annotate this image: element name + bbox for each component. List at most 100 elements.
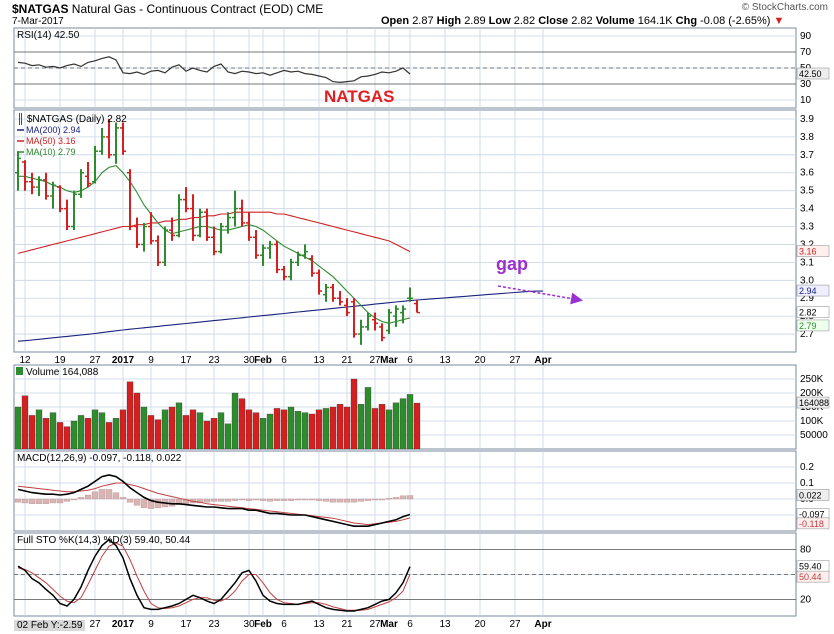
rsi-tick-label: 70 <box>800 47 812 58</box>
macd-hist-bar <box>217 498 225 502</box>
open-value: 2.87 <box>412 15 434 27</box>
x-axis-label: 17 <box>180 355 192 366</box>
rsi-legend: RSI(14) 42.50 <box>17 30 80 41</box>
ohlc-bar <box>288 258 294 281</box>
volume-tick-label: 200K <box>800 388 824 399</box>
ohlc-bar <box>85 161 91 188</box>
x-axis-label: 13 <box>313 355 325 366</box>
ohlc-bar <box>281 265 287 281</box>
ohlc-bar <box>120 122 126 155</box>
macd-value: -0.097 <box>799 510 825 520</box>
ohlc-bar <box>295 251 301 266</box>
sto-x-axis-label: 2017 <box>112 619 135 630</box>
x-axis-label: 2017 <box>112 355 135 366</box>
volume-legend: Volume 164,088 <box>26 367 99 378</box>
volume-bar <box>343 406 351 450</box>
macd-signal-line <box>17 482 411 526</box>
volume-bar <box>105 422 113 450</box>
volume-bar <box>294 411 302 450</box>
low-label: Low <box>488 15 511 27</box>
ohlc-bar <box>232 190 238 227</box>
macd-hist-bar <box>357 498 365 502</box>
ma200-last-value: 2.94 <box>799 286 817 296</box>
ma50-last-value: 3.16 <box>799 247 817 257</box>
macd-hist-bar <box>119 497 127 500</box>
macd-hist-bar <box>385 498 393 500</box>
macd-hist-bar <box>294 498 302 501</box>
natgas-annotation: NATGAS <box>324 87 395 106</box>
sto-tick-label: 20 <box>800 594 812 605</box>
x-axis-label: 6 <box>281 355 287 366</box>
macd-hist-bar <box>154 498 162 508</box>
macd-hist-bar <box>56 498 64 504</box>
ohlc-bar <box>141 222 147 252</box>
macd-hist-bar <box>308 498 316 501</box>
volume-bar <box>63 426 71 450</box>
macd-hist-bar <box>168 498 176 507</box>
ohlc-bar <box>204 208 210 241</box>
volume-bar <box>140 406 148 450</box>
sto-x-axis-label: 20 <box>474 619 486 630</box>
macd-signal-value-box <box>796 517 830 530</box>
macd-hist-bar <box>392 497 400 500</box>
volume-bar <box>98 412 106 450</box>
macd-hist-bar <box>203 498 211 503</box>
macd-hist-bar <box>14 498 22 503</box>
rsi-line <box>17 56 411 84</box>
price-tick-label: 3.6 <box>800 168 814 179</box>
ohlc-bar <box>218 222 224 254</box>
ohlc-bar <box>414 300 420 314</box>
sto-x-axis-label: Mar <box>380 619 398 630</box>
volume-bar <box>329 406 337 450</box>
volume-bar <box>35 409 43 450</box>
copyright: © StockCharts.com <box>741 2 828 13</box>
volume-bar <box>196 412 204 450</box>
chart-date: 7-Mar-2017 <box>12 16 64 27</box>
macd-hist-bar <box>343 498 351 503</box>
ohlc-bar <box>379 323 385 342</box>
ohlc-bar <box>71 190 77 231</box>
x-axis-label: 13 <box>439 355 451 366</box>
ma50-last-value-box <box>796 245 830 257</box>
ohlc-bar <box>386 308 392 335</box>
volume-bar <box>364 387 372 450</box>
sto-tick-label: 80 <box>800 545 812 556</box>
macd-hist-bar <box>259 498 267 501</box>
ohlc-bar <box>169 217 175 241</box>
ohlc-bar <box>113 122 119 164</box>
ohlc-bar <box>155 235 161 266</box>
macd-hist-bar <box>133 498 141 506</box>
ma200-last-value-box <box>796 284 830 297</box>
macd-hist-value-box <box>796 489 830 501</box>
ohlc-bar <box>183 187 189 213</box>
price-tick-label: 3.9 <box>800 114 814 125</box>
volume-bar <box>245 409 253 450</box>
volume-bar <box>77 415 85 450</box>
x-axis-label: Mar <box>380 355 398 366</box>
volume-bar <box>168 406 176 450</box>
rsi-current-value: 42.50 <box>799 69 822 79</box>
close-label: Close <box>538 15 569 27</box>
gap-arrow <box>497 285 583 305</box>
close-value: 2.82 <box>571 15 593 27</box>
ohlc-bar <box>407 287 413 302</box>
volume-bar <box>273 408 281 450</box>
volume-bar <box>392 402 400 450</box>
rsi-tick-label: 10 <box>800 95 812 106</box>
symbol: $NATGAS <box>12 2 69 16</box>
volume-bar <box>126 381 134 450</box>
volume-bar <box>259 418 267 450</box>
volume-current-value: 164088 <box>799 398 829 408</box>
ohlc-bar <box>351 298 357 338</box>
ohlc-bar <box>337 291 343 306</box>
macd-hist-bar <box>371 498 379 501</box>
volume-bar <box>350 378 358 450</box>
volume-bar <box>154 419 162 450</box>
ma10-last-value: 2.79 <box>799 321 817 331</box>
macd-hist-bar <box>77 497 85 500</box>
x-axis-label: Apr <box>534 355 551 366</box>
macd-hist-bar <box>70 498 78 501</box>
ohlc-bar <box>148 212 154 245</box>
sto-x-axis-label: 21 <box>341 619 353 630</box>
